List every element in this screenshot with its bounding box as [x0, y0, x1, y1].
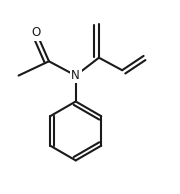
Text: N: N [71, 69, 80, 82]
Text: O: O [32, 26, 41, 39]
